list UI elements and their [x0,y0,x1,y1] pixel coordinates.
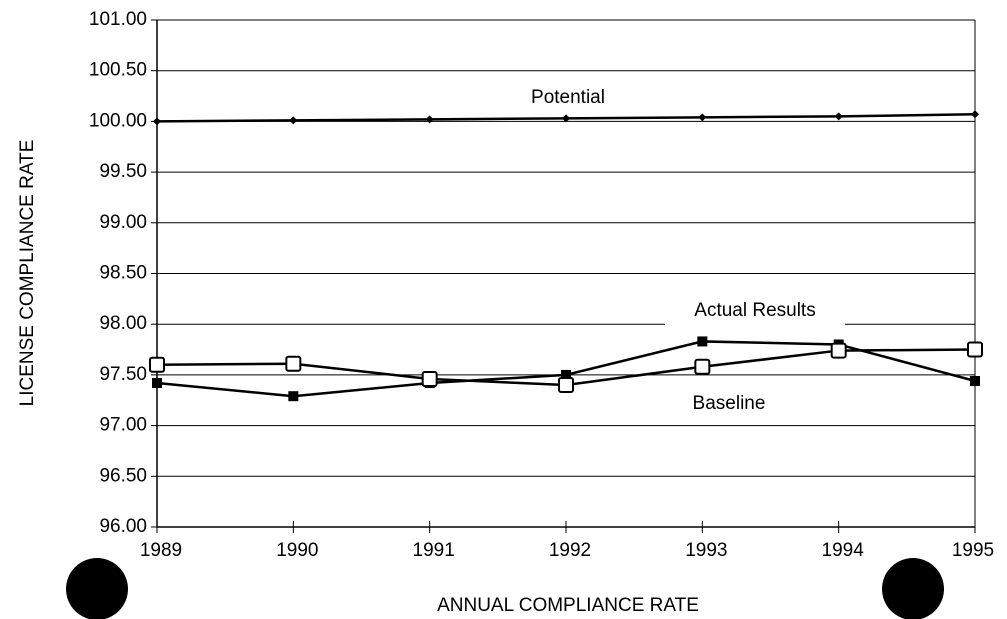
y-axis-label: LICENSE COMPLIANCE RATE [17,140,38,407]
point [834,112,843,121]
y-tick-label: 98.50 [99,263,147,284]
point [149,356,165,373]
point [830,342,847,359]
y-tick-label: 100.50 [89,60,147,81]
hole-punch [882,558,944,619]
point [697,336,708,347]
point [971,110,979,119]
x-tick-label: 1991 [413,540,455,561]
x-tick-label: 1995 [952,540,994,561]
y-tick-label: 98.00 [99,313,147,334]
y-tick-label: 100.00 [89,110,147,131]
y-tick-label: 96.50 [99,465,147,486]
y-tick-label: 101.00 [89,9,147,30]
series-label: Baseline [693,393,766,414]
x-tick-label: 1989 [140,540,182,561]
y-tick-label: 99.50 [99,161,147,182]
point [425,115,434,124]
x-tick-label: 1993 [685,540,727,561]
label-bg [665,297,845,325]
x-tick-label: 1992 [549,540,591,561]
series-label: Potential [531,87,605,108]
point [289,116,298,125]
point [970,375,980,386]
point [421,370,438,387]
point [285,355,302,372]
y-tick-label: 96.00 [99,516,147,537]
point [288,391,299,402]
x-tick-label: 1990 [276,540,318,561]
label-bg [639,390,819,418]
y-tick-label: 99.00 [99,212,147,233]
point [153,117,161,126]
x-tick-label: 1994 [822,540,865,561]
x-axis-label: ANNUAL COMPLIANCE RATE [437,595,699,616]
y-tick-label: 97.50 [99,364,147,385]
label-bg [478,84,658,112]
point [152,378,162,389]
point [694,358,711,375]
series-label: Actual Results [694,300,815,321]
point [558,377,574,394]
point [562,114,570,123]
point [698,113,707,122]
y-tick-label: 97.00 [99,415,147,436]
hole-punch [66,558,128,619]
point [967,341,983,358]
point [561,369,571,380]
